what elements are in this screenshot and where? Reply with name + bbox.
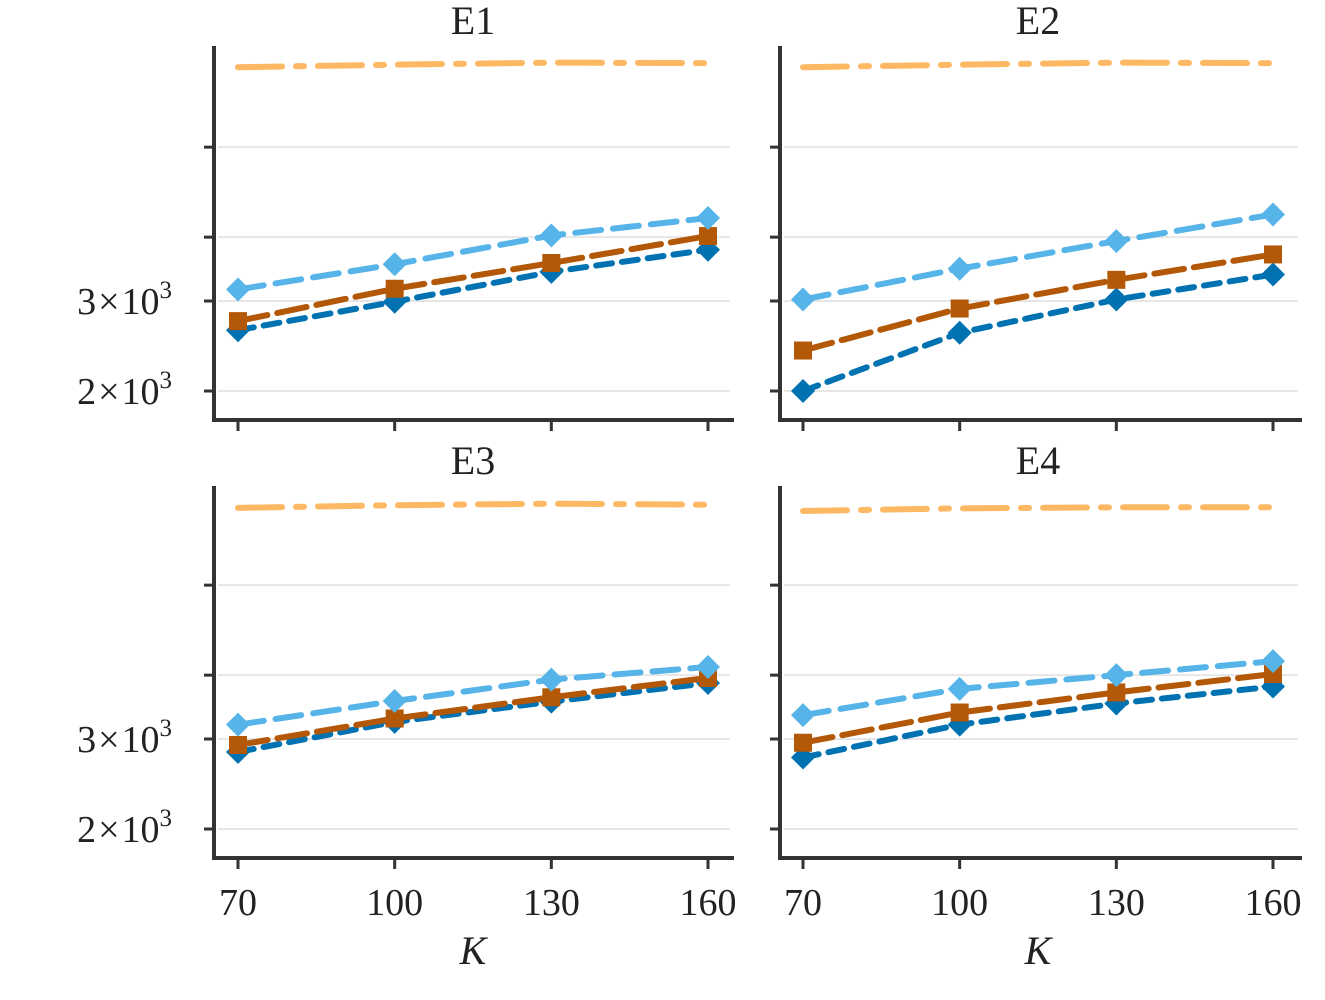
series-line xyxy=(235,680,711,755)
data-point xyxy=(791,703,815,728)
x-tick-label: 100 xyxy=(931,882,988,924)
data-point xyxy=(947,676,972,701)
data-point xyxy=(1261,649,1285,674)
data-point xyxy=(382,689,407,714)
y-tick-label: 3×103 xyxy=(77,277,172,323)
data-point xyxy=(1107,270,1126,289)
series-line xyxy=(800,251,1276,354)
data-point xyxy=(539,667,564,692)
panel-title: E3 xyxy=(451,438,495,483)
data-point xyxy=(696,206,720,231)
series-line xyxy=(800,658,1276,719)
y-tick-label: 2×103 xyxy=(77,367,172,413)
data-point xyxy=(1261,262,1285,287)
series-4 xyxy=(800,504,1276,514)
data-point xyxy=(699,227,717,246)
series-line xyxy=(800,683,1276,761)
series-3 xyxy=(226,654,720,737)
data-point xyxy=(794,733,812,752)
panel-title: E2 xyxy=(1016,0,1060,43)
series-line xyxy=(800,211,1276,303)
x-tick-label: 70 xyxy=(784,882,822,924)
series-3 xyxy=(791,649,1285,728)
series-line xyxy=(235,59,711,71)
data-point xyxy=(542,254,561,273)
data-point xyxy=(226,277,250,302)
data-point xyxy=(229,735,247,754)
data-point xyxy=(226,712,250,737)
data-point xyxy=(794,341,812,360)
panel-e2: E2 xyxy=(770,0,1302,431)
x-tick-label: 130 xyxy=(1088,882,1145,924)
series-line xyxy=(235,500,711,511)
series-1 xyxy=(226,237,720,343)
data-point xyxy=(1104,287,1129,312)
x-tick-label: 100 xyxy=(366,882,423,924)
series-line xyxy=(235,246,711,334)
data-point xyxy=(1264,245,1282,264)
x-tick-label: 160 xyxy=(680,882,737,924)
panel-title: E1 xyxy=(451,0,495,43)
series-line xyxy=(800,59,1276,71)
data-point xyxy=(229,312,247,331)
x-tick-label: 130 xyxy=(523,882,580,924)
series-line xyxy=(235,215,711,293)
series-3 xyxy=(791,202,1285,312)
data-point xyxy=(696,654,720,679)
x-axis-label: K xyxy=(1024,928,1054,973)
data-point xyxy=(1264,665,1282,684)
series-1 xyxy=(791,262,1285,403)
series-3 xyxy=(226,206,720,302)
data-point xyxy=(382,252,407,277)
panel-e3: E3 2×103 3×103 70 100 130 160 K xyxy=(77,438,736,973)
data-point xyxy=(950,703,969,722)
series-2 xyxy=(794,245,1282,360)
data-point xyxy=(1107,683,1126,702)
data-point xyxy=(1104,229,1129,254)
panel-e1: E1 2×103 3×103 xyxy=(77,0,734,431)
series-2 xyxy=(229,227,717,331)
x-tick-label: 160 xyxy=(1245,882,1302,924)
data-point xyxy=(947,256,972,281)
series-1 xyxy=(791,674,1285,770)
series-4 xyxy=(235,500,711,511)
series-2 xyxy=(794,665,1282,752)
series-line xyxy=(800,504,1276,514)
data-point xyxy=(1104,663,1129,688)
series-line xyxy=(235,233,711,325)
data-point xyxy=(542,688,561,707)
series-line xyxy=(235,674,711,748)
data-point xyxy=(947,320,972,345)
series-4 xyxy=(235,59,711,71)
panel-e4: E4 70 100 130 160 K xyxy=(770,438,1302,973)
data-point xyxy=(791,287,815,312)
y-tick-label: 2×103 xyxy=(77,805,172,851)
y-tick-label: 3×103 xyxy=(77,715,172,761)
series-line xyxy=(235,663,711,728)
data-point xyxy=(385,709,404,728)
panel-title: E4 xyxy=(1016,438,1060,483)
data-point xyxy=(539,223,564,248)
data-point xyxy=(1261,202,1285,227)
series-line xyxy=(800,271,1276,394)
series-line xyxy=(800,671,1276,746)
x-tick-label: 70 xyxy=(219,882,257,924)
x-axis-label: K xyxy=(459,928,489,973)
data-point xyxy=(385,279,404,298)
series-4 xyxy=(800,59,1276,71)
data-point xyxy=(791,379,815,403)
data-point xyxy=(950,299,969,318)
